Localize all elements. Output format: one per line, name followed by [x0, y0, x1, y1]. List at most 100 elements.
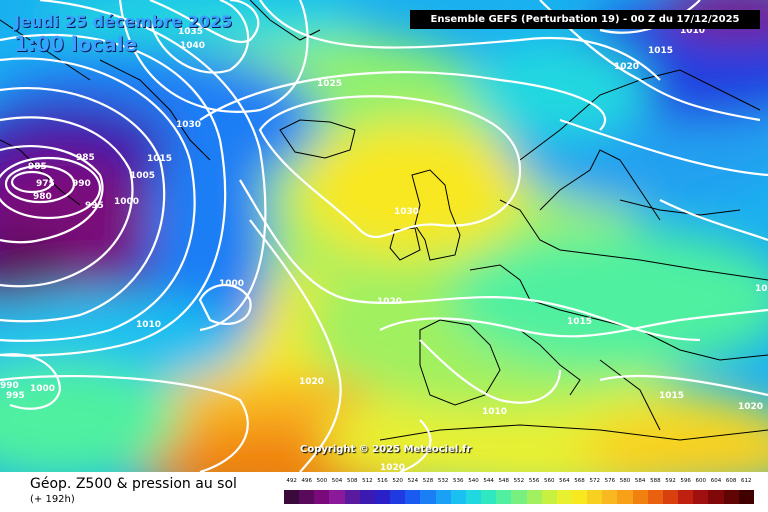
isobar-label: 1000 — [30, 384, 55, 394]
legend-value: 560 — [543, 478, 555, 484]
forecast-date: Jeudi 25 décembre 2025 — [14, 12, 233, 31]
legend-swatch — [284, 490, 300, 504]
legend-color-bar — [284, 490, 754, 504]
isobar-label: 1020 — [614, 62, 639, 72]
isobar-label: 1025 — [317, 79, 342, 89]
legend-value: 584 — [634, 478, 646, 484]
isobar-label: 995 — [6, 391, 25, 401]
isobar-labels: 1035 1040 1025 1030 985 975 980 990 985 … — [0, 26, 768, 472]
legend-value: 540 — [468, 478, 479, 484]
legend-swatch — [496, 490, 512, 504]
isobar-label: 1015 — [659, 391, 684, 401]
legend-value: 536 — [453, 478, 464, 484]
isobar-label: 975 — [36, 179, 55, 189]
legend-swatch — [420, 490, 436, 504]
legend-value: 512 — [362, 478, 373, 484]
legend-swatch — [405, 490, 421, 504]
isobar-label: 1040 — [180, 41, 205, 51]
legend-labels: 492 496 500 504 508 512 516 520 524 528 532 536 540 5… — [284, 478, 754, 488]
legend-value: 524 — [407, 478, 419, 484]
legend-value: 568 — [574, 478, 585, 484]
isobar-label: 1010 — [136, 320, 161, 330]
product-title: Géop. Z500 & pression au sol — [30, 476, 237, 492]
isobar-label: 1015 — [567, 317, 592, 327]
legend-swatch — [314, 490, 330, 504]
legend-value: 576 — [604, 478, 616, 484]
pressure-map: 1035 1040 1025 1030 985 975 980 990 985 … — [0, 0, 768, 472]
isobar-label: 990 — [72, 179, 91, 189]
legend-swatch — [571, 490, 588, 504]
forecast-local-time: 1:00 locale — [14, 32, 138, 56]
legend-value: 528 — [422, 478, 434, 484]
legend-swatch — [344, 490, 360, 504]
legend-swatch — [723, 490, 739, 504]
legend-swatch — [738, 490, 754, 504]
isobar-label: 1015 — [648, 46, 673, 56]
isobar-label: 1020 — [738, 402, 763, 412]
isobar-label: 1010 — [755, 284, 768, 294]
isobar-label: 1020 — [299, 377, 324, 387]
legend-swatch — [359, 490, 375, 504]
legend-value: 604 — [710, 478, 722, 484]
legend-swatch — [299, 490, 315, 504]
legend-swatch — [632, 490, 648, 504]
legend-value: 516 — [377, 478, 388, 484]
legend-swatch — [481, 490, 497, 504]
legend-swatch — [587, 490, 603, 504]
legend-value: 588 — [650, 478, 661, 484]
isobar-label: 985 — [28, 162, 47, 172]
legend-value: 496 — [301, 478, 312, 484]
legend-swatch — [602, 490, 618, 504]
legend-swatch — [465, 490, 482, 504]
isobar-label: 980 — [33, 192, 52, 202]
legend-swatch — [450, 490, 466, 504]
legend-swatch — [329, 490, 345, 504]
isobar-label: 1020 — [380, 463, 405, 472]
legend-value: 592 — [665, 478, 676, 484]
copyright-notice: Copyright © 2025 Meteociel.fr — [300, 444, 472, 455]
legend-value: 612 — [741, 478, 752, 484]
isobar-label: 1005 — [130, 171, 155, 181]
legend-value: 532 — [437, 478, 449, 484]
isobar-label: 990 — [0, 381, 19, 391]
model-run-title: Ensemble GEFS (Perturbation 19) - 00 Z d… — [410, 10, 760, 29]
footer-panel: Géop. Z500 & pression au sol (+ 192h) 49… — [0, 472, 768, 512]
isobar-label: 1000 — [219, 279, 244, 289]
isobar-label: 1000 — [114, 197, 139, 207]
legend-value: 572 — [589, 478, 600, 484]
legend-value: 500 — [316, 478, 328, 484]
legend-value: 504 — [331, 478, 343, 484]
legend-value: 548 — [498, 478, 510, 484]
legend-swatch — [390, 490, 406, 504]
legend-swatch — [526, 490, 542, 504]
legend-swatch — [617, 490, 633, 504]
legend-swatch — [556, 490, 572, 504]
legend-value: 580 — [619, 478, 631, 484]
isobar-label: 1015 — [147, 154, 172, 164]
geopotential-field: 1035 1040 1025 1030 985 975 980 990 985 … — [0, 0, 768, 472]
legend-value: 600 — [695, 478, 707, 484]
legend-swatch — [435, 490, 451, 504]
legend-value: 564 — [559, 478, 570, 484]
isobar-label: 1035 — [178, 27, 203, 37]
isobar-label: 985 — [76, 153, 95, 163]
isobar-label: 1010 — [680, 26, 705, 36]
legend-swatch — [511, 490, 527, 504]
legend-value: 556 — [528, 478, 540, 484]
legend-value: 596 — [680, 478, 691, 484]
legend-value: 492 — [286, 478, 297, 484]
legend-swatch — [678, 490, 694, 504]
legend-value: 520 — [392, 478, 403, 484]
legend-swatch — [693, 490, 709, 504]
isobar-label: 1020 — [377, 297, 402, 307]
legend-value: 508 — [346, 478, 358, 484]
isobar-label: 995 — [85, 201, 104, 211]
legend-swatch — [662, 490, 679, 504]
legend-swatch — [647, 490, 663, 504]
isobar-label: 1010 — [482, 407, 507, 417]
legend-value: 544 — [483, 478, 494, 484]
forecast-lead-time: (+ 192h) — [30, 494, 75, 505]
color-scale-legend: 492 496 500 504 508 512 516 520 524 528 532 536 540 5… — [284, 478, 754, 510]
coastlines — [0, 0, 768, 441]
